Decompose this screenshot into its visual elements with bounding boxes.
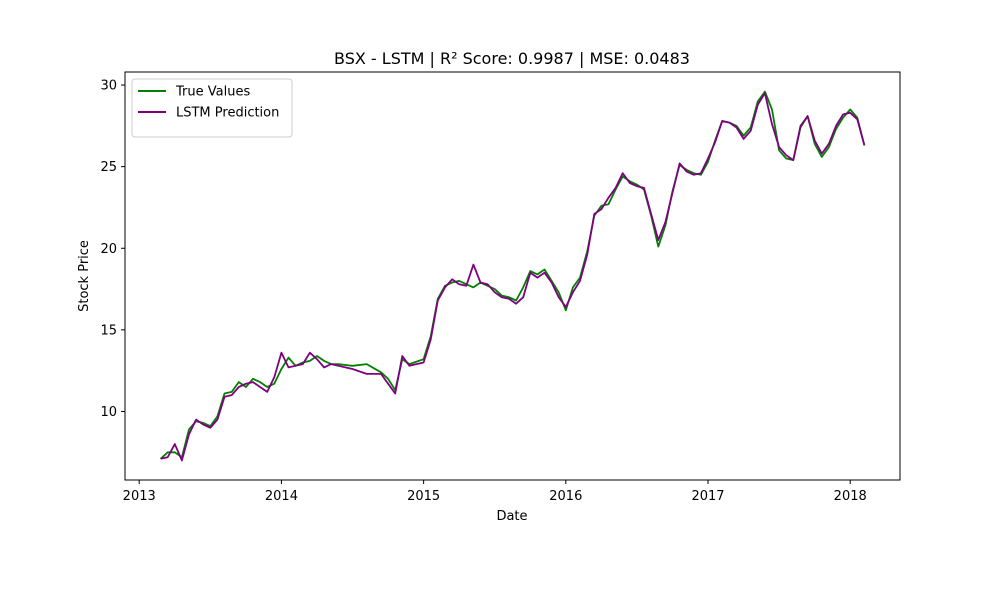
- legend-box: [131, 78, 293, 138]
- x-tick-label: 2014: [265, 489, 298, 504]
- y-axis-label: Stock Price: [77, 240, 92, 312]
- x-tick-label: 2013: [123, 489, 156, 504]
- y-tick-label: 15: [100, 323, 117, 338]
- y-axis: 10 15 20 25 30: [100, 79, 125, 420]
- x-tick-label: 2018: [834, 489, 867, 504]
- y-tick-label: 30: [100, 79, 117, 94]
- series-line-1: [160, 92, 866, 462]
- y-tick-label: 25: [100, 160, 117, 175]
- x-axis-label: Date: [496, 509, 527, 524]
- x-tick-label: 2016: [549, 489, 582, 504]
- y-tick-label: 20: [100, 242, 117, 257]
- legend: True Values LSTM Prediction: [131, 78, 293, 138]
- chart-title: BSX - LSTM | R² Score: 0.9987 | MSE: 0.0…: [334, 49, 690, 68]
- x-tick-label: 2017: [691, 489, 724, 504]
- legend-label: True Values: [175, 85, 250, 100]
- x-axis: 2013 2014 2015 2016 2017 2018: [123, 480, 867, 504]
- x-tick-label: 2015: [407, 489, 440, 504]
- legend-label: LSTM Prediction: [176, 106, 279, 121]
- plot-frame: [124, 71, 901, 481]
- plot-area: [159, 90, 866, 462]
- y-tick-label: 10: [100, 405, 117, 420]
